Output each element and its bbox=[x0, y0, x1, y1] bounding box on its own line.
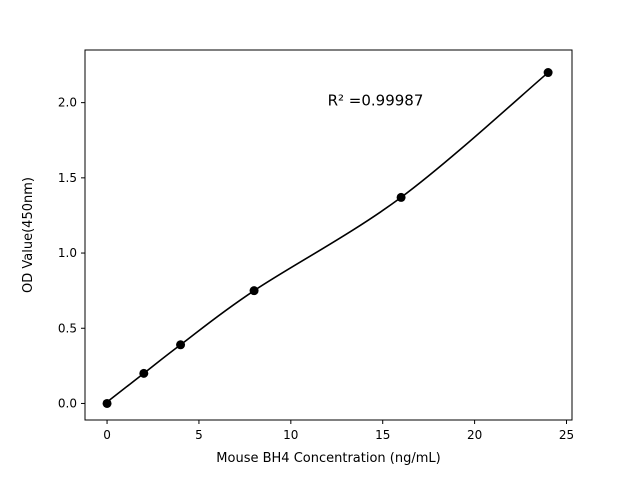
axes-frame bbox=[84, 49, 573, 421]
x-tick-label: 10 bbox=[283, 428, 298, 442]
y-tick-label: 1.5 bbox=[58, 171, 77, 185]
r-squared-annotation: R² =0.99987 bbox=[328, 92, 424, 110]
x-tick-label: 0 bbox=[103, 428, 111, 442]
x-tick-label: 5 bbox=[195, 428, 203, 442]
y-tick-label: 2.0 bbox=[58, 96, 77, 110]
y-tick-label: 1.0 bbox=[58, 246, 77, 260]
data-point bbox=[249, 286, 259, 296]
x-tick-label: 25 bbox=[559, 428, 574, 442]
y-tick-label: 0.0 bbox=[58, 396, 77, 410]
y-axis-label: OD Value(450nm) bbox=[21, 177, 36, 293]
data-point bbox=[102, 398, 112, 408]
data-point bbox=[176, 340, 186, 350]
x-tick-label: 20 bbox=[467, 428, 482, 442]
data-point bbox=[396, 192, 406, 202]
data-point bbox=[543, 68, 553, 78]
y-tick-label: 0.5 bbox=[58, 321, 77, 335]
data-point bbox=[139, 368, 149, 378]
x-tick-label: 15 bbox=[375, 428, 390, 442]
x-axis-label: Mouse BH4 Concentration (ng/mL) bbox=[216, 451, 440, 466]
